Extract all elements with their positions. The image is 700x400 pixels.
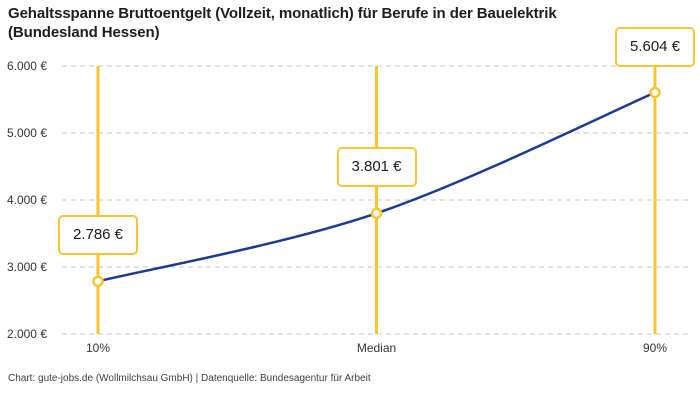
- data-point-marker: [370, 207, 383, 220]
- x-tick-label: Median: [356, 341, 397, 355]
- chart-title-line2: (Bundesland Hessen): [8, 24, 160, 41]
- chart-title-line1: Gehaltsspanne Bruttoentgelt (Vollzeit, m…: [8, 5, 557, 22]
- data-point-marker: [92, 275, 104, 288]
- data-point-markers: [92, 86, 661, 288]
- chart-footer: Chart: gute-jobs.de (Wollmilchsau GmbH) …: [8, 373, 371, 384]
- y-tick-label: 6.000 €: [6, 59, 47, 73]
- x-tick-label: 10%: [85, 341, 111, 355]
- percentile-guide-lines: [96, 66, 657, 334]
- y-tick-label: 3.000 €: [6, 260, 47, 274]
- x-axis: 10% Median 90%: [0, 341, 700, 357]
- chart-title: Gehaltsspanne Bruttoentgelt (Vollzeit, m…: [8, 4, 688, 42]
- data-point-marker: [649, 86, 661, 99]
- y-tick-label: 5.000 €: [6, 126, 47, 140]
- x-tick-label: 90%: [642, 341, 668, 355]
- y-axis: 6.000 € 5.000 € 4.000 € 3.000 € 2.000 €: [0, 0, 47, 400]
- y-tick-label: 4.000 €: [6, 193, 47, 207]
- gridlines: [62, 65, 690, 335]
- y-tick-label: 2.000 €: [6, 327, 47, 341]
